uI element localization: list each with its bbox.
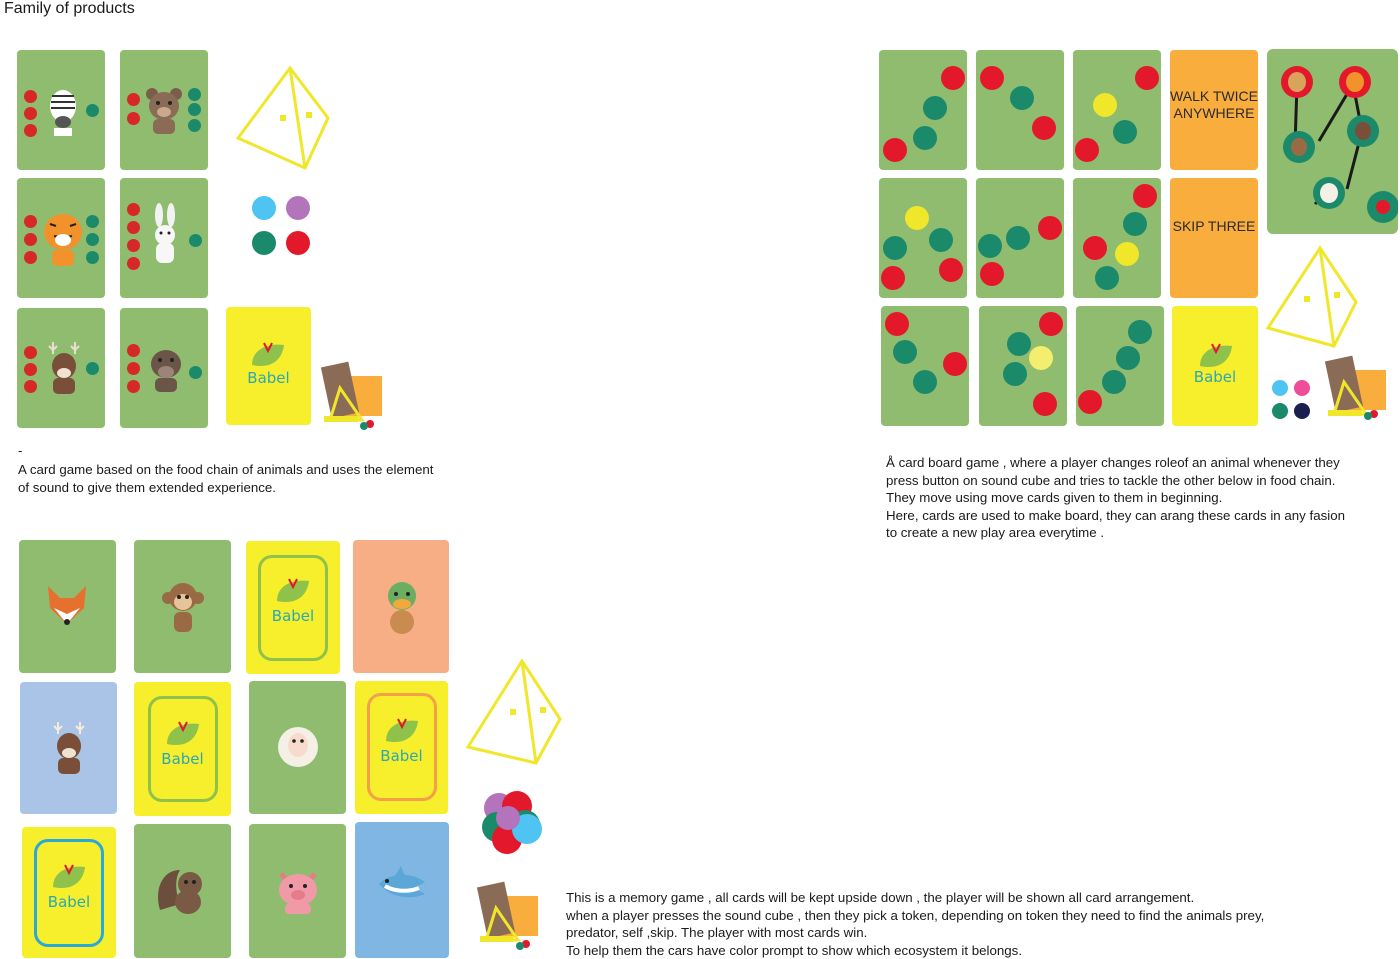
sheep-icon <box>278 727 318 767</box>
token-cyan[interactable] <box>252 196 276 220</box>
rabbit-icon <box>155 203 175 263</box>
game1-card-cover[interactable]: Babel <box>226 307 311 425</box>
memory-card-shark[interactable] <box>355 822 449 958</box>
move-card-skip-three[interactable]: SKIP THREE <box>1170 178 1258 298</box>
game2-card-cover[interactable]: Babel <box>1172 306 1258 426</box>
board-card[interactable] <box>879 50 967 170</box>
token-navy[interactable] <box>1294 403 1310 419</box>
token-purple[interactable] <box>286 196 310 220</box>
game1-card-boar[interactable] <box>120 308 208 428</box>
page-title: Family of products <box>4 0 135 17</box>
token-purple[interactable] <box>496 806 520 830</box>
game1-card-tiger[interactable] <box>17 178 105 298</box>
card-back-frame <box>148 696 218 802</box>
memory-card-sheep[interactable] <box>249 681 346 814</box>
board-card[interactable] <box>976 178 1064 298</box>
card-back-frame <box>258 555 328 661</box>
leaf-logo-icon <box>386 718 418 743</box>
token-cyan[interactable] <box>1272 380 1288 396</box>
sound-cube-pyramid-icon <box>465 658 562 765</box>
token-red[interactable] <box>286 231 310 255</box>
board-card[interactable] <box>976 50 1064 170</box>
babel-logo-text: Babel <box>1193 368 1237 386</box>
memory-card-duck[interactable] <box>353 540 449 673</box>
leaf-icon <box>1367 191 1398 223</box>
game1-card-bear[interactable] <box>120 50 208 170</box>
sound-cube-pyramid-icon <box>235 65 330 170</box>
leaf-logo-icon <box>1200 343 1232 368</box>
leaf-logo-icon <box>53 864 85 889</box>
game2-description: Å card board game , where a player chang… <box>886 455 1346 540</box>
zebra-icon <box>50 90 76 136</box>
token-pink[interactable] <box>1294 380 1310 396</box>
board-card[interactable] <box>1076 306 1164 426</box>
token-green[interactable] <box>252 231 276 255</box>
bear-icon <box>146 88 182 134</box>
card-back-frame <box>367 693 437 801</box>
boar-icon <box>151 350 181 392</box>
monkey-icon <box>162 583 204 632</box>
babel-logo-text: Babel <box>247 369 290 387</box>
deer-icon <box>48 342 80 394</box>
deer-icon <box>1347 115 1379 147</box>
game1-card-zebra[interactable] <box>17 50 105 170</box>
card-back-frame <box>34 839 104 947</box>
memory-card-back[interactable]: Babel <box>134 682 231 816</box>
leaf-logo-icon <box>277 578 309 603</box>
memory-card-fox[interactable] <box>19 540 116 673</box>
game3-description: This is a memory game , all cards will b… <box>566 890 1265 958</box>
monkey-icon <box>1283 131 1315 163</box>
memory-card-squirrel[interactable] <box>134 824 231 958</box>
move-card-label: WALK TWICE ANYWHERE <box>1170 88 1258 121</box>
duck-icon <box>388 582 416 634</box>
board-chain-card[interactable] <box>1267 49 1398 234</box>
lion-icon <box>1281 66 1313 98</box>
board-card[interactable] <box>979 306 1067 426</box>
memory-card-back[interactable]: Babel <box>22 827 116 958</box>
memory-card-back[interactable]: Babel <box>355 681 448 814</box>
babel-logo-text: Babel <box>161 750 204 768</box>
tiger-icon <box>44 214 82 266</box>
token-green[interactable] <box>1272 403 1288 419</box>
game1-card-deer[interactable] <box>17 308 105 428</box>
memory-card-reindeer[interactable] <box>20 682 117 814</box>
sheep-icon <box>1313 177 1345 209</box>
memory-card-monkey[interactable] <box>134 540 231 673</box>
game1-dash: - <box>18 443 23 458</box>
sound-cube-pyramid-icon <box>1265 245 1358 348</box>
pig-icon <box>279 872 317 914</box>
babel-logo-text: Babel <box>47 893 91 911</box>
board-card[interactable] <box>881 306 969 426</box>
board-card[interactable] <box>879 178 967 298</box>
babel-logo-text: Babel <box>380 747 423 765</box>
game-box-icon <box>320 361 382 430</box>
game1-description: A card game based on the food chain of a… <box>18 462 434 495</box>
babel-logo-text: Babel <box>271 607 315 625</box>
move-card-walk-twice[interactable]: WALK TWICE ANYWHERE <box>1170 50 1258 170</box>
memory-card-pig[interactable] <box>249 824 346 958</box>
fox-icon <box>48 586 86 625</box>
squirrel-icon <box>158 870 202 914</box>
game-box-icon <box>476 881 538 950</box>
leaf-logo-icon <box>252 342 284 367</box>
move-card-label: SKIP THREE <box>1172 218 1256 234</box>
reindeer-icon <box>53 722 85 774</box>
board-card[interactable] <box>1073 50 1161 170</box>
memory-card-back[interactable]: Babel <box>246 541 340 674</box>
game-box-icon <box>1324 355 1386 420</box>
tiger-icon <box>1339 66 1371 98</box>
board-card[interactable] <box>1073 178 1161 298</box>
shark-icon <box>379 866 425 898</box>
game1-card-rabbit[interactable] <box>120 178 208 298</box>
leaf-logo-icon <box>167 721 199 746</box>
